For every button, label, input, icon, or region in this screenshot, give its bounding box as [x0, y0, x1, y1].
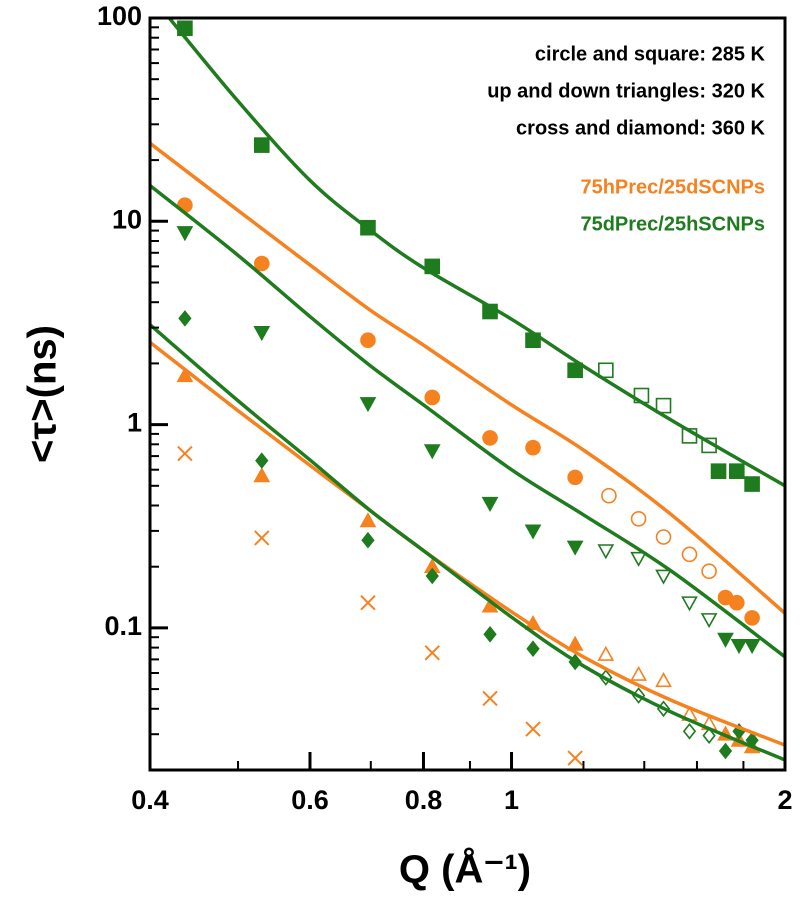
- y-tick-label: 1: [127, 408, 142, 438]
- fit-line: [150, 323, 785, 762]
- data-point: [655, 397, 672, 414]
- data-point: [566, 635, 584, 651]
- x-tick-label: 0.8: [405, 785, 443, 815]
- data-point: [630, 511, 647, 527]
- annotation: cross and diamond: 360 K: [516, 117, 766, 139]
- data-point: [681, 546, 698, 563]
- data-point: [360, 595, 376, 611]
- data-point: [526, 640, 540, 657]
- data-point: [744, 610, 760, 626]
- x-tick-label: 1: [504, 785, 519, 815]
- annotation: up and down triangles: 320 K: [487, 80, 765, 102]
- y-tick-label: 100: [97, 1, 142, 31]
- x-tick-label: 0.4: [131, 785, 169, 815]
- fit-line: [150, 141, 785, 615]
- data-point: [744, 476, 760, 492]
- data-point: [655, 529, 672, 545]
- data-point: [597, 544, 615, 560]
- data-point: [360, 332, 376, 349]
- data-point: [253, 137, 270, 153]
- data-point: [254, 530, 270, 546]
- legend-entry: 75hPrec/25dSCNPs: [580, 176, 765, 198]
- x-tick-label: 2: [777, 785, 792, 815]
- data-point: [525, 439, 541, 456]
- data-point: [597, 645, 615, 661]
- y-axis-label: <τ>(ns): [21, 325, 65, 463]
- data-point: [718, 742, 733, 760]
- data-point: [481, 496, 499, 512]
- data-point: [253, 467, 271, 483]
- plot-frame: [148, 16, 787, 772]
- fit-line: [167, 18, 785, 488]
- data-point: [681, 596, 698, 612]
- data-point: [567, 750, 583, 766]
- data-point: [700, 613, 718, 629]
- data-point: [601, 487, 617, 504]
- data-point: [630, 665, 647, 681]
- x-tick-label: 0.6: [291, 785, 329, 815]
- data-point: [424, 389, 441, 406]
- data-point: [728, 463, 745, 479]
- data-point: [176, 367, 194, 383]
- data-point: [359, 397, 377, 413]
- data-point: [567, 362, 583, 379]
- data-point: [425, 567, 439, 585]
- data-point: [566, 540, 584, 556]
- data-point: [655, 569, 672, 585]
- data-point: [359, 512, 377, 528]
- data-point: [482, 430, 498, 446]
- data-point: [567, 469, 583, 486]
- data-point: [482, 690, 498, 707]
- data-point: [682, 723, 697, 740]
- data-point: [701, 563, 717, 580]
- y-tick-label: 10: [112, 204, 142, 234]
- data-point: [598, 362, 614, 379]
- fit-line: [150, 184, 785, 659]
- data-point: [176, 226, 194, 242]
- data-point: [743, 639, 761, 655]
- fit-line: [150, 340, 785, 747]
- data-point: [178, 310, 192, 327]
- data-point: [253, 255, 270, 272]
- data-point: [525, 721, 541, 737]
- data-point: [702, 727, 716, 744]
- data-point: [177, 445, 193, 462]
- data-point: [710, 463, 727, 479]
- plot-area: [150, 18, 785, 766]
- legend-entry: 75dPrec/25hSCNPs: [580, 213, 765, 235]
- data-point: [630, 551, 647, 567]
- data-point: [361, 531, 375, 549]
- annotation: circle and square: 285 K: [535, 43, 766, 65]
- data-point: [524, 524, 542, 540]
- y-tick-label: 0.1: [104, 611, 142, 641]
- data-point: [655, 672, 672, 688]
- data-point: [424, 645, 440, 661]
- data-point: [728, 594, 745, 611]
- x-axis-label: Q (Å⁻¹): [399, 847, 531, 892]
- data-point: [423, 444, 441, 460]
- data-point: [253, 326, 271, 342]
- data-point: [717, 632, 734, 648]
- data-point: [730, 639, 748, 655]
- data-point: [483, 626, 497, 643]
- data-point: [255, 452, 269, 469]
